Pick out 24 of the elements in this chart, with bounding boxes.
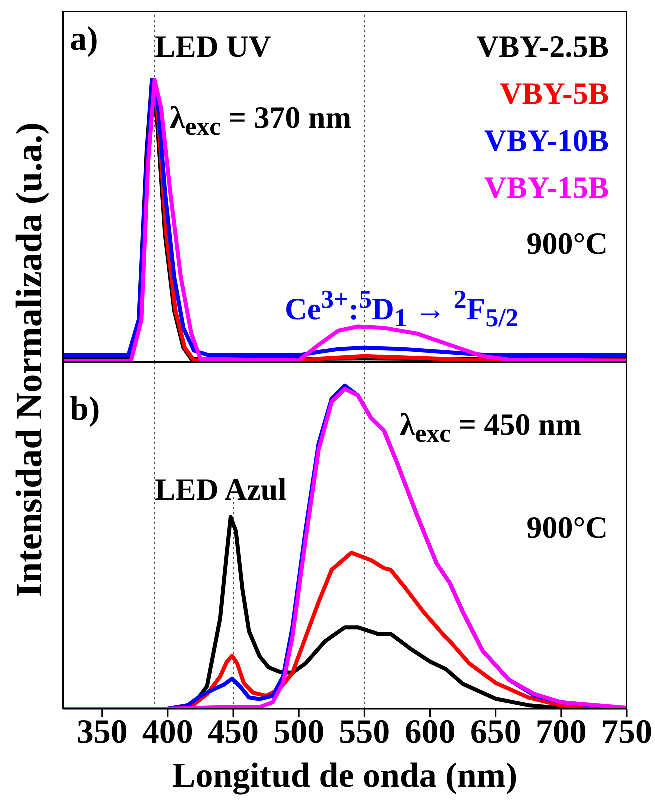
annotation: b) xyxy=(70,390,100,430)
x-tick-label: 650 xyxy=(470,714,522,752)
x-tick-label: 750 xyxy=(602,714,652,752)
x-tick-label: 550 xyxy=(339,714,390,752)
text: VBY-15B xyxy=(483,169,609,207)
x-tick-label: 450 xyxy=(208,714,260,752)
x-tick-label: 500 xyxy=(274,714,325,752)
y-axis-title: Intensidad Normalizada (u.a.) xyxy=(8,122,52,598)
text: VBY-2.5B xyxy=(476,28,609,66)
text: a) xyxy=(70,20,98,60)
annotation: 900°C xyxy=(526,509,608,547)
annotation: LED Azul xyxy=(155,471,287,509)
text: Ce$^{3+}$:$^{5}$D$_{1}$ → $^{2}$F$_{5/2}$ xyxy=(285,285,519,333)
annotation: λ$_{exc}$ = 370 nm xyxy=(170,99,352,144)
text: LED UV xyxy=(155,28,272,66)
x-tick-label: 350 xyxy=(76,714,128,752)
text: VBY-5B xyxy=(498,75,609,113)
annotation: λ$_{exc}$ = 450 nm xyxy=(400,406,582,450)
annotation: 900°C xyxy=(526,225,608,263)
x-tick-label: 400 xyxy=(142,714,194,752)
x-tick-label: 700 xyxy=(536,714,587,752)
text: VBY-10B xyxy=(483,122,609,160)
x-tick-label: 600 xyxy=(404,714,456,752)
x-axis-title: Longitud de onda (nm) xyxy=(171,755,519,797)
